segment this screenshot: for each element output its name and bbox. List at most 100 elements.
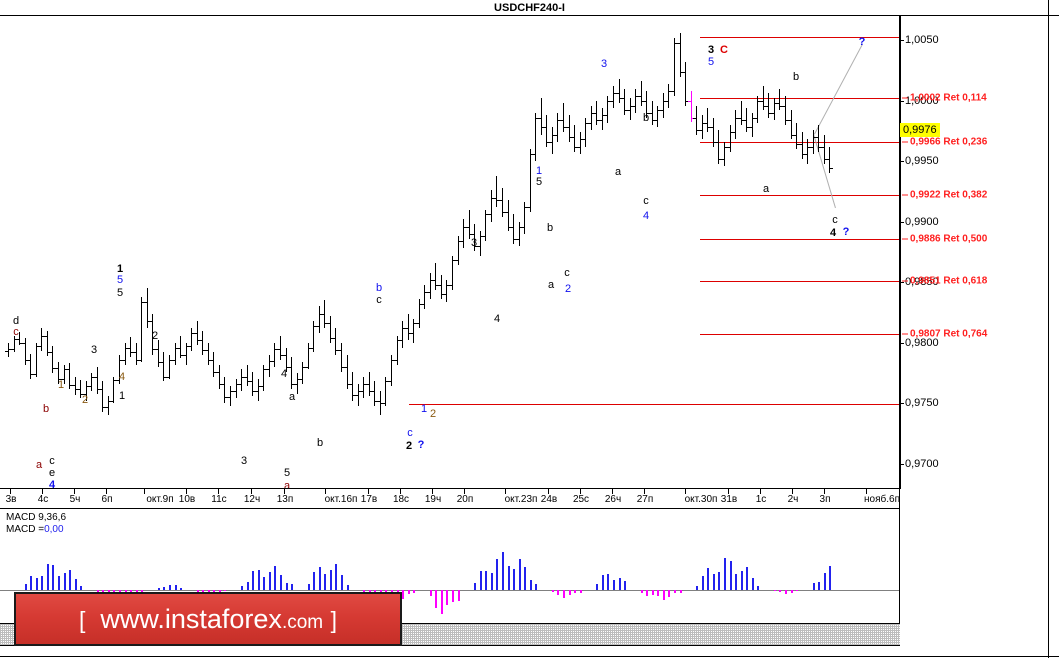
macd-histogram-bar (30, 576, 33, 590)
price-scale-axis[interactable]: 1,0050 1,0000 0,9950 0,9900 0,9850 0,9800 0,97… (900, 16, 1059, 489)
bar-open-tick (193, 333, 197, 335)
wave-label-2: 2 (429, 408, 437, 420)
bar-close-tick (491, 197, 495, 199)
macd-histogram-bar (285, 582, 288, 590)
bar-open-tick (793, 134, 797, 136)
macd-histogram-bar (618, 577, 621, 590)
window-bottom-border (0, 656, 1059, 657)
price-bar (24, 337, 26, 365)
price-bar (757, 95, 759, 123)
price-bar (329, 316, 331, 343)
macd-histogram-bar (429, 590, 432, 596)
wave-label-5: 5 (707, 56, 715, 68)
wave-label-5: 5 (283, 467, 291, 479)
macd-histogram-bar (274, 566, 277, 590)
bar-open-tick (743, 120, 747, 122)
price-bar (385, 376, 387, 406)
macd-histogram-bar (69, 570, 72, 590)
macd-zero-line (0, 590, 899, 591)
price-bar (379, 391, 381, 416)
price-bar (202, 330, 204, 355)
bar-open-tick (648, 112, 652, 114)
macd-histogram-bar (257, 569, 260, 590)
bar-open-tick (498, 199, 502, 201)
watermark-main: www.instaforex (100, 603, 282, 634)
wave-label-3: 3 (240, 455, 248, 467)
bar-open-tick (732, 132, 736, 134)
macd-histogram-bar (751, 578, 754, 590)
price-bar (529, 149, 531, 213)
macd-histogram-bar (740, 570, 743, 590)
price-tick (900, 342, 904, 344)
price-bar (668, 83, 670, 108)
price-bar (707, 107, 709, 133)
time-tick (824, 489, 825, 494)
price-bar (723, 141, 725, 167)
price-bar (257, 379, 259, 401)
bar-close-tick (58, 379, 62, 381)
macd-histogram-bar (241, 585, 244, 590)
price-bar (607, 95, 609, 123)
bar-close-tick (669, 91, 673, 93)
price-bar (518, 221, 520, 246)
bar-close-tick (536, 117, 540, 119)
bar-close-tick (575, 146, 579, 148)
bar-open-tick (215, 371, 219, 373)
bar-close-tick (253, 391, 257, 393)
time-tick-label: 24в (540, 494, 558, 505)
bar-close-tick (103, 406, 107, 408)
bar-close-tick (353, 394, 357, 396)
wave-label-c: c (832, 214, 838, 226)
macd-histogram-bar (640, 590, 643, 594)
price-chart-panel[interactable]: d c 1 b 2 a c e 4 1 5 5 3 4 1 2 3 4 a 5 a b b c 1 2 c 2? 4 3 1 5 b a c 2 3 b a… (0, 16, 900, 488)
price-bar (19, 331, 21, 346)
price-bar (690, 91, 692, 123)
time-axis: 3в 4с 5ч 6п окт.9п 10в 11с 12ч 13п окт.16п 17в 18с 1… (0, 488, 900, 509)
macd-title: MACD 9,36,6 (6, 512, 67, 523)
wave-label-5: 5 (116, 274, 124, 286)
bar-close-tick (236, 383, 240, 385)
bar-open-tick (260, 386, 264, 388)
macd-histogram-bar (818, 581, 821, 590)
bar-close-tick (403, 328, 407, 330)
macd-histogram-bar (579, 590, 582, 594)
bar-close-tick (508, 226, 512, 228)
fib-line-0-382 (700, 195, 899, 197)
price-bar (41, 328, 43, 352)
bar-close-tick (663, 100, 667, 102)
time-tick (186, 489, 187, 494)
bar-open-tick (49, 352, 53, 354)
price-tick (900, 282, 904, 284)
macd-histogram-bar (52, 565, 55, 590)
bar-open-tick (609, 100, 613, 102)
price-bar (718, 129, 720, 164)
bar-open-tick (643, 100, 647, 102)
price-bar (790, 110, 792, 140)
bar-open-tick (604, 115, 608, 117)
price-bar (96, 366, 98, 394)
bar-open-tick (27, 359, 31, 361)
macd-histogram-bar (501, 551, 504, 590)
bar-open-tick (449, 284, 452, 286)
bar-close-tick (458, 241, 462, 243)
wave-label-2: 2 (151, 330, 159, 342)
price-bar (57, 362, 59, 384)
wave-label-4: 4 (642, 210, 650, 222)
bar-close-tick (580, 139, 584, 141)
price-bar (596, 100, 598, 125)
watermark-suffix: .com (281, 611, 324, 633)
bar-open-tick (426, 291, 430, 293)
price-bar (823, 134, 825, 164)
bar-close-tick (280, 354, 284, 356)
macd-histogram-bar (746, 567, 749, 590)
time-tick (580, 489, 581, 494)
price-bar (285, 347, 287, 372)
bar-close-tick (414, 323, 418, 325)
bar-close-tick (391, 359, 395, 361)
price-bar (296, 373, 298, 394)
bar-open-tick (249, 381, 253, 383)
price-bar (196, 320, 198, 346)
macd-histogram-bar (474, 583, 477, 590)
price-bar (696, 105, 698, 135)
